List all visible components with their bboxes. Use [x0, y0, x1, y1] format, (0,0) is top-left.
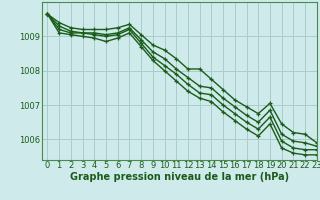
- X-axis label: Graphe pression niveau de la mer (hPa): Graphe pression niveau de la mer (hPa): [70, 172, 289, 182]
